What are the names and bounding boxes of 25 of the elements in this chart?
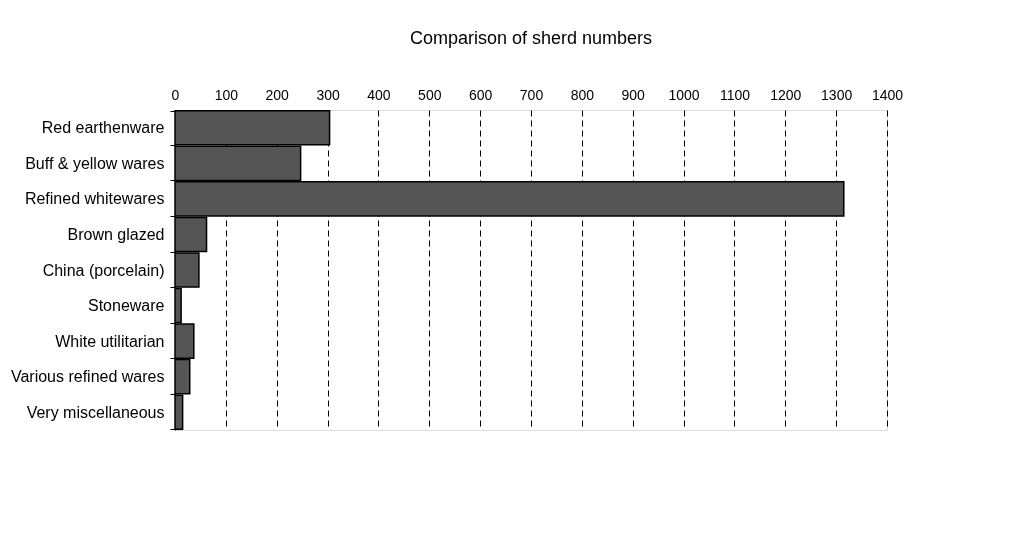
y-tick-label: Various refined wares (10, 368, 165, 386)
x-tick-label: 1400 (871, 86, 904, 103)
y-tick-label: Buff & yellow wares (25, 154, 165, 172)
y-tick-label: Brown glazed (67, 225, 165, 243)
x-tick-label: 100 (214, 86, 239, 103)
y-tick-label: Very miscellaneous (26, 403, 165, 421)
x-tick-label: 600 (468, 86, 493, 103)
y-tick-label: White utilitarian (55, 332, 165, 350)
x-tick-label: 700 (519, 86, 544, 103)
x-tick-label: 800 (570, 86, 595, 103)
y-tick-label: China (porcelain) (42, 261, 165, 279)
x-tick-label: 200 (265, 86, 290, 103)
x-tick-label: 1100 (719, 86, 751, 103)
y-tick-label: Refined whitewares (24, 190, 165, 208)
x-tick-label: 0 (171, 86, 180, 103)
x-tick-label: 1300 (821, 86, 853, 103)
x-tick-label: 300 (316, 86, 340, 103)
x-tick-label: 900 (621, 86, 646, 103)
x-tick-label: 1000 (668, 86, 700, 103)
y-tick-label: Red earthenware (41, 119, 165, 137)
x-tick-label: 1200 (770, 86, 802, 103)
x-tick-label: 400 (367, 86, 391, 103)
y-tick-label: Stoneware (88, 297, 165, 315)
chart-title: Comparison of sherd numbers (409, 28, 653, 48)
x-tick-label: 500 (418, 86, 442, 103)
